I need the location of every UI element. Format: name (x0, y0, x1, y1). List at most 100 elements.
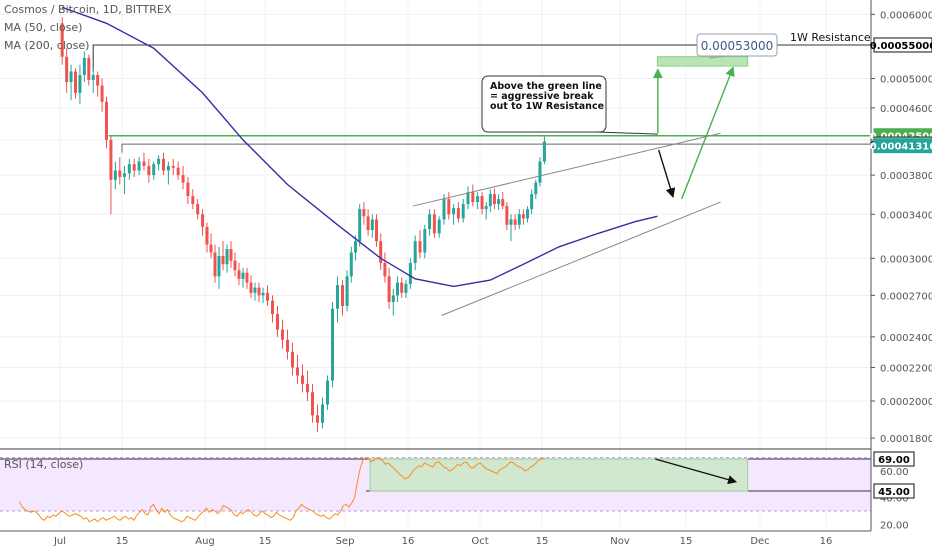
candle-body (442, 199, 446, 220)
candle-body (78, 75, 82, 93)
candle-body (166, 165, 170, 171)
x-tick-label: 16 (402, 536, 415, 547)
target-label: 0.00053000 (701, 39, 774, 53)
price-label-box (873, 37, 932, 53)
ma200-legend: MA (200, close) (4, 39, 90, 52)
moving-averages (61, 6, 658, 288)
candle-body (306, 383, 309, 393)
candle-body (245, 272, 249, 283)
candle-body (147, 165, 151, 176)
rsi-legend: RSI (14, close) (4, 458, 84, 471)
candle-body (191, 196, 195, 205)
candle-body (404, 283, 408, 293)
candle-body (542, 141, 546, 162)
candle-body (87, 58, 91, 80)
candle-body (379, 241, 383, 264)
candle-body (501, 199, 505, 207)
candle-body (480, 196, 484, 210)
x-tick-label: Nov (610, 536, 630, 547)
price-label-box (873, 138, 932, 154)
x-tick-label: Jul (53, 536, 66, 547)
candle-body (205, 226, 209, 245)
candle-body (171, 165, 175, 168)
price-label-text: 0.00041316 (870, 142, 932, 153)
candle-body (418, 241, 422, 253)
candle-body (321, 404, 324, 423)
rsi-pane (0, 457, 871, 523)
gray-level-line (121, 143, 871, 153)
grid (0, 0, 871, 527)
rsi-range-box (369, 458, 749, 492)
x-tick-label: Sep (336, 536, 355, 547)
rsi-level-label-box (873, 451, 915, 467)
candle-body (209, 244, 213, 253)
ma50-legend: MA (50, close) (4, 21, 83, 34)
candle-body (301, 375, 304, 384)
candle-body (517, 214, 521, 225)
price-labels: 0.000550000.000425000.000415000.00041316… (870, 37, 932, 499)
candle-body (538, 161, 542, 183)
candle-body (96, 75, 100, 86)
bounce-arrow-up (680, 66, 735, 200)
candle-body (428, 214, 432, 230)
candle-body (201, 214, 205, 227)
candle-body (336, 285, 339, 309)
rsi-line (19, 457, 545, 523)
candle-body (534, 182, 538, 195)
candle-body (362, 209, 366, 217)
candle-body (484, 206, 488, 210)
candle-body (296, 367, 299, 376)
candle-body (387, 276, 391, 302)
chart-title: Cosmos / Bitcoin, 1D, BITTREX (4, 3, 172, 16)
candle-body (341, 285, 344, 306)
candle-body (225, 249, 229, 265)
wedge-upper-line (412, 132, 721, 207)
candle-body (253, 287, 257, 293)
candle-body (281, 329, 284, 340)
candle-body (176, 167, 180, 176)
candles (60, 17, 546, 433)
rsi-divergence-arrow (655, 458, 738, 485)
rsi-tick-label: 40.00 (880, 494, 909, 505)
candle-body (492, 194, 496, 205)
candle-body (113, 170, 117, 180)
y-tick-label: 0.00018000 (880, 434, 932, 445)
drawings-front: 1W Resistance 0.00053000 Above the green l… (412, 31, 871, 316)
x-tick-label: 15 (116, 536, 129, 547)
wedge-lower-line (441, 201, 721, 316)
candle-body (217, 255, 221, 277)
candle-body (291, 351, 294, 368)
candle-body (109, 139, 113, 180)
candle-body (452, 208, 456, 215)
candle-body (132, 164, 136, 171)
x-tick-label: 16 (820, 536, 833, 547)
candle-body (476, 196, 480, 203)
rsi-tick-label: 20.00 (880, 520, 909, 531)
candle-body (432, 214, 436, 234)
rsi-tick-label: 60.00 (880, 467, 909, 478)
candle-body (196, 204, 200, 215)
target-callout-pointer (708, 55, 728, 59)
candle-body (375, 219, 378, 242)
candle-body (423, 229, 427, 253)
note-callout (481, 75, 607, 133)
x-tick-label: Dec (750, 536, 769, 547)
candle-body (311, 392, 314, 416)
candle-body (497, 199, 501, 205)
candle-body (91, 75, 95, 80)
candle-body (100, 85, 104, 102)
candle-body (137, 161, 141, 171)
candle-body (366, 216, 370, 231)
candle-body (349, 252, 353, 277)
candle-body (266, 292, 269, 301)
candle-body (505, 206, 509, 225)
candle-body (105, 101, 108, 140)
candle-body (127, 164, 131, 174)
